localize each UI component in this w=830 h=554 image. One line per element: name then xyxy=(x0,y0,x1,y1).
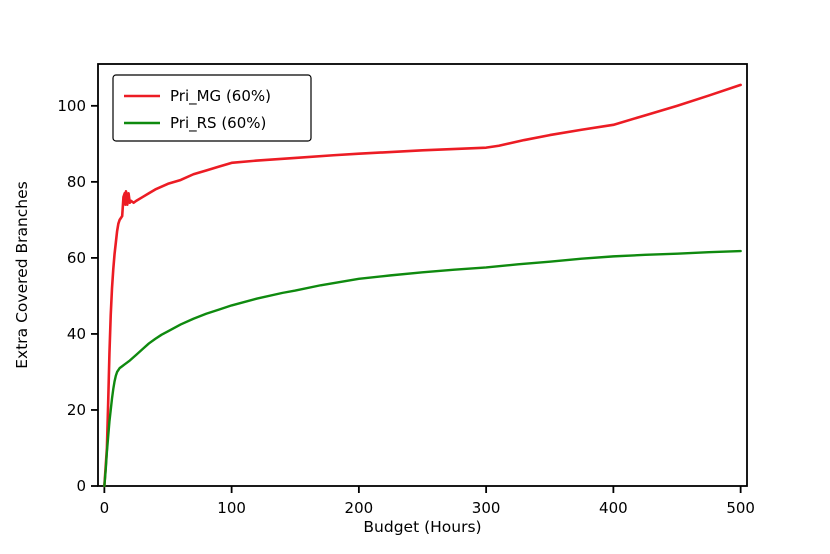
x-tick-label: 400 xyxy=(599,499,628,517)
y-tick-label: 80 xyxy=(67,173,86,191)
y-tick-label: 60 xyxy=(67,249,86,267)
x-tick-label: 100 xyxy=(217,499,246,517)
y-tick-label: 20 xyxy=(67,401,86,419)
x-tick-label: 0 xyxy=(100,499,110,517)
series-line-pri-mg xyxy=(103,83,742,488)
x-tick-label: 200 xyxy=(345,499,374,517)
x-axis: 0 100 200 300 400 500 xyxy=(100,486,755,517)
series-line-pri-rs xyxy=(103,249,742,488)
legend-label: Pri_RS (60%) xyxy=(170,114,266,133)
y-axis-label: Extra Covered Branches xyxy=(13,181,31,368)
y-tick-label: 100 xyxy=(57,97,86,115)
x-axis-label: Budget (Hours) xyxy=(363,518,481,536)
y-tick-label: 40 xyxy=(67,325,86,343)
legend: Pri_MG (60%) Pri_RS (60%) xyxy=(112,74,312,142)
x-tick-label: 500 xyxy=(726,499,755,517)
y-axis: 0 20 40 60 80 100 xyxy=(57,97,98,495)
series-lines xyxy=(103,83,742,488)
legend-box xyxy=(112,74,312,142)
y-tick-label: 0 xyxy=(76,477,86,495)
legend-label: Pri_MG (60%) xyxy=(170,87,271,106)
x-tick-label: 300 xyxy=(472,499,501,517)
